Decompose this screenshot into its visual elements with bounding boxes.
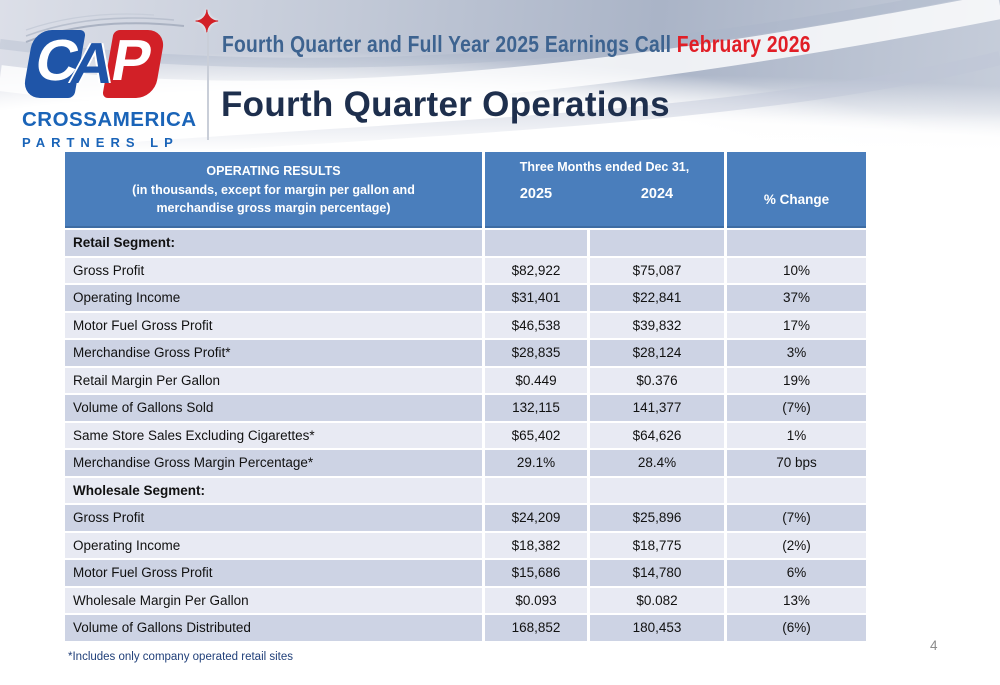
- row-label: Wholesale Segment:: [65, 477, 482, 503]
- row-value-2025: 132,115: [485, 395, 587, 421]
- row-value-2025: [485, 477, 587, 503]
- row-value-2025: 29.1%: [485, 450, 587, 476]
- company-name: CROSSAMERICA: [22, 108, 197, 131]
- row-value-2025: $15,686: [485, 560, 587, 586]
- row-label: Motor Fuel Gross Profit: [65, 312, 482, 338]
- row-value-2024: $22,841: [590, 285, 724, 311]
- row-value-2024: $0.082: [590, 587, 724, 613]
- table-row: Merchandise Gross Profit* $28,835 $28,12…: [65, 340, 866, 366]
- page-title: Fourth Quarter Operations: [221, 85, 670, 124]
- row-value-2025: $0.449: [485, 367, 587, 393]
- row-value-2024: $39,832: [590, 312, 724, 338]
- table-row: Motor Fuel Gross Profit $46,538 $39,832 …: [65, 312, 866, 338]
- table-header: OPERATING RESULTS (in thousands, except …: [65, 152, 866, 228]
- table-row: Wholesale Segment:: [65, 477, 866, 503]
- row-value-2024: [590, 230, 724, 256]
- row-value-2024: 180,453: [590, 615, 724, 641]
- header-cell-period: Three Months ended Dec 31, 2025 2024: [485, 152, 724, 228]
- row-value-change: (7%): [727, 395, 866, 421]
- banner-heading: Fourth Quarter and Full Year 2025 Earnin…: [222, 31, 811, 58]
- vertical-divider: [207, 32, 209, 140]
- header-year-2024: 2024: [640, 186, 674, 202]
- row-value-2024: $75,087: [590, 257, 724, 283]
- row-value-change: 37%: [727, 285, 866, 311]
- row-value-change: (6%): [727, 615, 866, 641]
- row-value-2024: [590, 477, 724, 503]
- row-label: Merchandise Gross Profit*: [65, 340, 482, 366]
- row-value-2025: $28,835: [485, 340, 587, 366]
- row-value-2024: $64,626: [590, 422, 724, 448]
- row-value-change: 10%: [727, 257, 866, 283]
- banner-heading-main: Fourth Quarter and Full Year 2025 Earnin…: [222, 31, 677, 57]
- table-row: Motor Fuel Gross Profit $15,686 $14,780 …: [65, 560, 866, 586]
- header-cell-operating-results: OPERATING RESULTS (in thousands, except …: [65, 152, 482, 228]
- row-value-2025: $82,922: [485, 257, 587, 283]
- header-year-2025: 2025: [519, 186, 553, 202]
- table-body: Retail Segment: Gross Profit $82,922 $75…: [65, 230, 866, 641]
- row-value-2024: $25,896: [590, 505, 724, 531]
- company-name-suffix: PARTNERS LP: [22, 135, 179, 150]
- header-period-label: Three Months ended Dec 31,: [519, 160, 690, 174]
- row-label: Operating Income: [65, 532, 482, 558]
- table-row: Volume of Gallons Sold 132,115 141,377 (…: [65, 395, 866, 421]
- row-value-change: 70 bps: [727, 450, 866, 476]
- header-operating-results-subtitle: (in thousands, except for margin per gal…: [132, 182, 415, 216]
- operations-table: OPERATING RESULTS (in thousands, except …: [65, 152, 866, 641]
- header-operating-results-title: OPERATING RESULTS: [206, 163, 341, 178]
- row-value-2025: 168,852: [485, 615, 587, 641]
- table-row: Volume of Gallons Distributed 168,852 18…: [65, 615, 866, 641]
- row-value-change: [727, 230, 866, 256]
- row-value-2024: $14,780: [590, 560, 724, 586]
- row-label: Volume of Gallons Sold: [65, 395, 482, 421]
- row-value-change: (2%): [727, 532, 866, 558]
- row-value-2024: 28.4%: [590, 450, 724, 476]
- table-row: Merchandise Gross Margin Percentage* 29.…: [65, 450, 866, 476]
- row-value-2025: $46,538: [485, 312, 587, 338]
- header-years-row: 2025 2024: [485, 186, 724, 202]
- row-value-change: 6%: [727, 560, 866, 586]
- row-label: Retail Segment:: [65, 230, 482, 256]
- table-row: Wholesale Margin Per Gallon $0.093 $0.08…: [65, 587, 866, 613]
- row-value-2025: $0.093: [485, 587, 587, 613]
- row-value-2024: 141,377: [590, 395, 724, 421]
- row-value-2025: $31,401: [485, 285, 587, 311]
- table-row: Gross Profit $24,209 $25,896 (7%): [65, 505, 866, 531]
- row-value-2025: $24,209: [485, 505, 587, 531]
- row-value-2025: $18,382: [485, 532, 587, 558]
- banner-heading-date: February 2026: [676, 31, 811, 57]
- row-value-2025: $65,402: [485, 422, 587, 448]
- header-cell-percent-change: % Change: [727, 152, 866, 228]
- row-label: Retail Margin Per Gallon: [65, 367, 482, 393]
- row-label: Volume of Gallons Distributed: [65, 615, 482, 641]
- table-row: Gross Profit $82,922 $75,087 10%: [65, 257, 866, 283]
- row-value-2024: $18,775: [590, 532, 724, 558]
- row-value-change: 3%: [727, 340, 866, 366]
- row-value-2024: $28,124: [590, 340, 724, 366]
- table-row: Retail Margin Per Gallon $0.449 $0.376 1…: [65, 367, 866, 393]
- page-number: 4: [930, 638, 938, 653]
- footnote: *Includes only company operated retail s…: [68, 651, 294, 663]
- row-value-2025: [485, 230, 587, 256]
- row-label: Motor Fuel Gross Profit: [65, 560, 482, 586]
- row-label: Operating Income: [65, 285, 482, 311]
- row-label: Gross Profit: [65, 257, 482, 283]
- row-label: Merchandise Gross Margin Percentage*: [65, 450, 482, 476]
- row-value-change: [727, 477, 866, 503]
- row-value-change: 17%: [727, 312, 866, 338]
- table-row: Same Store Sales Excluding Cigarettes* $…: [65, 422, 866, 448]
- table-row: Operating Income $18,382 $18,775 (2%): [65, 532, 866, 558]
- row-label: Wholesale Margin Per Gallon: [65, 587, 482, 613]
- row-value-change: 19%: [727, 367, 866, 393]
- row-label: Gross Profit: [65, 505, 482, 531]
- row-value-2024: $0.376: [590, 367, 724, 393]
- table-row: Retail Segment:: [65, 230, 866, 256]
- row-label: Same Store Sales Excluding Cigarettes*: [65, 422, 482, 448]
- table-row: Operating Income $31,401 $22,841 37%: [65, 285, 866, 311]
- row-value-change: 13%: [727, 587, 866, 613]
- row-value-change: 1%: [727, 422, 866, 448]
- row-value-change: (7%): [727, 505, 866, 531]
